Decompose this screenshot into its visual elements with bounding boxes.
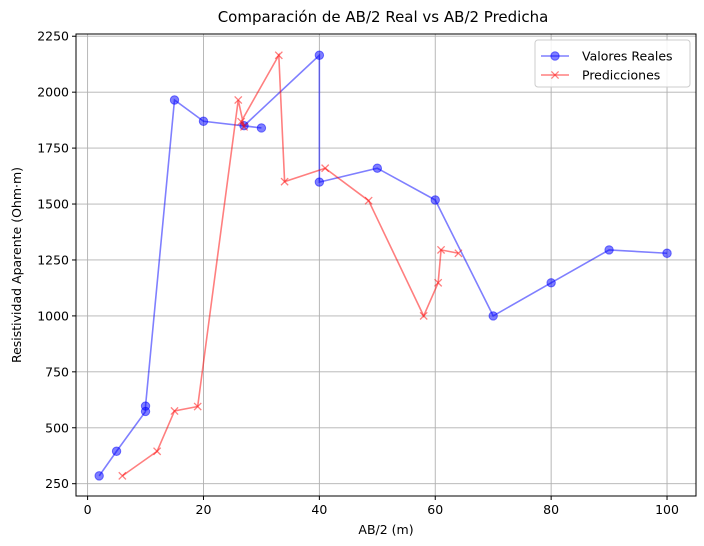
y-axis: 250 500 750 1000 1250 1500 1750 2000 2250	[37, 29, 76, 491]
data-point	[111, 446, 122, 456]
data-point	[321, 164, 330, 173]
y-tick-label: 750	[45, 364, 69, 379]
legend-marker	[550, 70, 560, 80]
data-point	[193, 402, 202, 411]
y-tick-label: 1750	[37, 141, 69, 156]
y-axis-label: Resistividad Aparente (Ohm·m)	[9, 167, 24, 363]
y-tick-label: 1500	[37, 197, 69, 212]
data-point	[198, 116, 209, 126]
data-point	[118, 471, 127, 480]
data-point	[372, 163, 383, 173]
legend-marker	[550, 51, 560, 61]
data-point	[274, 51, 283, 60]
legend-label: Valores Reales	[582, 49, 673, 64]
data-point	[314, 177, 325, 187]
y-tick-label: 1000	[37, 308, 69, 323]
data-point	[488, 311, 498, 321]
legend-box	[534, 39, 691, 88]
data-point	[239, 122, 249, 131]
data-point	[169, 95, 180, 105]
series-layer	[94, 50, 672, 481]
x-tick-label: 20	[196, 502, 212, 517]
y-tick-label: 500	[45, 420, 69, 435]
data-point	[153, 447, 162, 456]
series-0	[94, 50, 672, 481]
y-tick-label: 2250	[37, 29, 69, 44]
x-axis-label: AB/2 (m)	[358, 522, 413, 537]
data-point	[314, 50, 325, 60]
y-tick-label: 2000	[37, 85, 69, 100]
data-point	[94, 471, 104, 481]
data-point	[430, 195, 440, 205]
x-tick-label: 0	[84, 502, 92, 517]
data-point	[662, 248, 672, 258]
y-tick-label: 250	[45, 476, 69, 491]
legend-item: Predicciones	[541, 68, 660, 83]
series-1	[118, 51, 463, 480]
data-point	[234, 95, 243, 105]
legend: Valores Reales Predicciones	[534, 39, 691, 88]
y-tick-label: 1250	[37, 252, 69, 267]
data-point	[434, 278, 443, 287]
data-point	[280, 177, 289, 186]
x-tick-label: 40	[311, 502, 327, 517]
x-axis: 0 20 40 60 80 100	[84, 496, 679, 517]
x-tick-label: 80	[543, 502, 559, 517]
x-tick-label: 100	[655, 502, 679, 517]
data-point	[364, 196, 373, 205]
data-point	[419, 311, 428, 320]
x-tick-label: 60	[427, 502, 443, 517]
data-point	[436, 245, 446, 254]
chart-title: Comparación de AB/2 Real vs AB/2 Predich…	[218, 8, 549, 26]
plot-frame	[75, 33, 697, 497]
legend-item: Valores Reales	[541, 49, 673, 64]
data-point	[170, 406, 179, 416]
data-point	[546, 278, 556, 288]
data-point	[140, 401, 151, 411]
data-point	[454, 249, 463, 258]
data-point	[256, 123, 267, 133]
legend-label: Predicciones	[582, 68, 660, 83]
data-point	[237, 117, 246, 126]
data-point	[604, 245, 614, 255]
